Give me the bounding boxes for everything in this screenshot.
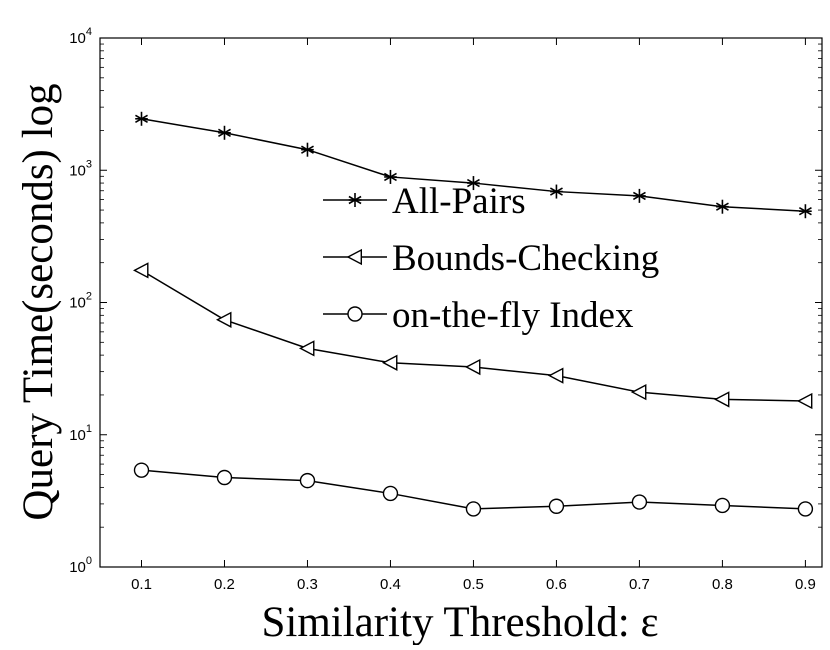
data-point: [381, 354, 398, 371]
x-tick-label: 0.5: [463, 576, 484, 593]
legend-marker: [346, 248, 362, 266]
x-tick-label: 0.6: [546, 576, 567, 593]
legend-label: on-the-fly Index: [392, 295, 634, 336]
x-tick-label: 0.8: [712, 576, 733, 593]
data-point: [215, 311, 232, 328]
legend-marker: [348, 193, 362, 207]
y-tick-label: 101: [69, 423, 92, 444]
axis-ticks: 0.1 0.2 0.3 0.4 0.5 0.6 0.7 0.8 0.9 100 101 102 103 1…: [69, 26, 822, 593]
data-point: [135, 111, 148, 126]
data-point: [630, 383, 647, 401]
data-point: [548, 498, 565, 514]
data-point: [218, 125, 231, 140]
x-tick-label: 0.4: [380, 576, 401, 593]
data-point: [796, 392, 813, 410]
legend-label: All-Pairs: [392, 181, 526, 222]
data-point: [216, 469, 233, 486]
y-tick-label: 103: [69, 158, 92, 179]
legend-entry: on-the-fly Index: [323, 295, 634, 336]
data-point: [798, 204, 812, 219]
legend-label: Bounds-Checking: [392, 238, 659, 279]
data-point: [383, 169, 397, 184]
data-point: [714, 497, 731, 514]
series-circle: [133, 462, 814, 517]
legend-marker: [347, 306, 363, 322]
series-triangle-left: [132, 262, 813, 410]
series-asterisk: [135, 111, 812, 219]
data-point: [132, 262, 149, 279]
data-point: [133, 462, 150, 478]
y-axis-label: Query Time(seconds) log: [15, 83, 62, 520]
data-point: [797, 501, 814, 517]
data-point: [632, 188, 646, 203]
legend: All-Pairs Bounds-Checking on-the-fly Index: [323, 181, 659, 336]
data-point: [465, 501, 482, 517]
data-point: [464, 358, 481, 376]
data-point: [631, 494, 648, 510]
y-tick-label: 100: [69, 555, 92, 576]
data-point: [549, 184, 563, 199]
data-point: [298, 340, 315, 357]
y-tick-label: 102: [69, 291, 92, 312]
x-tick-label: 0.2: [214, 576, 235, 593]
data-point: [299, 472, 316, 489]
x-tick-label: 0.1: [131, 576, 152, 593]
x-tick-label: 0.7: [629, 576, 650, 593]
data-point: [382, 485, 399, 502]
y-tick-label: 104: [69, 26, 92, 47]
data-point: [466, 176, 480, 191]
x-tick-label: 0.9: [795, 576, 816, 593]
data-point: [547, 367, 564, 384]
x-axis-label: Similarity Threshold: ε: [261, 599, 658, 645]
x-tick-label: 0.3: [297, 576, 318, 593]
legend-entry: All-Pairs: [323, 181, 526, 222]
data-point: [715, 199, 729, 214]
legend-entry: Bounds-Checking: [323, 238, 659, 279]
data-point: [301, 142, 314, 157]
series-group: [132, 111, 814, 517]
data-point: [713, 391, 730, 408]
